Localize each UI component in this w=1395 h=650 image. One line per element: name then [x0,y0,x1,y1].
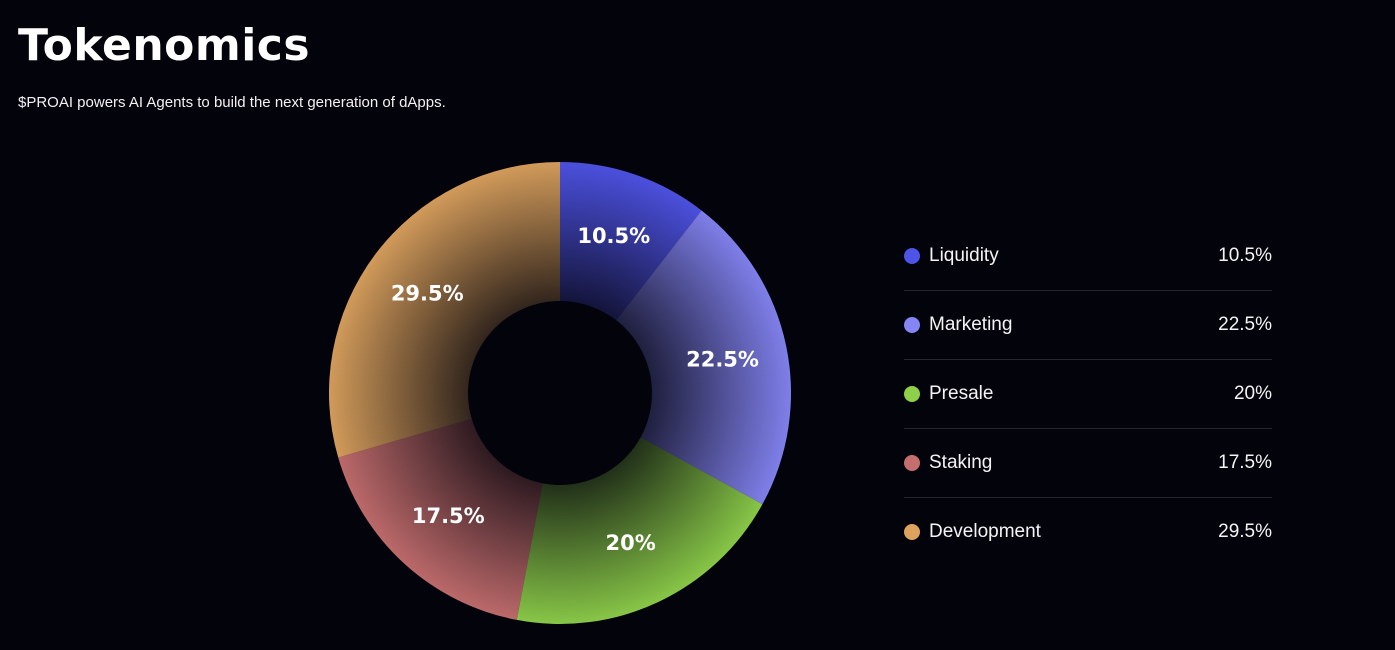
slice-liquidity[interactable] [560,162,702,321]
legend-item-marketing: Marketing 22.5% [904,291,1272,360]
legend-label: Development [929,521,1041,542]
legend-item-presale: Presale 20% [904,360,1272,429]
slice-staking[interactable] [338,418,543,620]
legend-dot-icon [904,455,920,471]
legend-label: Marketing [929,314,1013,335]
chart-legend: Liquidity 10.5% Marketing 22.5% Presale 20% St… [904,222,1272,566]
legend-item-development: Development 29.5% [904,498,1272,566]
legend-dot-icon [904,524,920,540]
slice-label-development: 29.5% [391,281,464,305]
slice-label-staking: 17.5% [412,504,485,528]
legend-dot-icon [904,386,920,402]
legend-item-liquidity: Liquidity 10.5% [904,222,1272,291]
page-subtitle: $PROAI powers AI Agents to build the nex… [18,94,446,111]
legend-value: 20% [1233,383,1272,404]
legend-label: Liquidity [929,245,999,266]
legend-item-staking: Staking 17.5% [904,429,1272,498]
slice-label-liquidity: 10.5% [577,224,650,248]
legend-label: Presale [929,383,994,404]
legend-value: 29.5% [1218,521,1272,542]
legend-value: 10.5% [1218,245,1272,266]
donut-chart: 10.5% 22.5% 20% 17.5% 29.5% [328,162,791,624]
legend-value: 17.5% [1218,452,1272,473]
legend-label: Staking [929,452,993,473]
slice-label-marketing: 22.5% [686,347,759,371]
page-title: Tokenomics [18,20,311,71]
legend-value: 22.5% [1218,314,1272,335]
slice-label-presale: 20% [606,531,656,555]
slice-presale[interactable] [516,437,763,624]
legend-dot-icon [904,317,920,333]
legend-dot-icon [904,248,920,264]
slice-marketing[interactable] [616,210,791,505]
slice-development[interactable] [328,162,560,458]
